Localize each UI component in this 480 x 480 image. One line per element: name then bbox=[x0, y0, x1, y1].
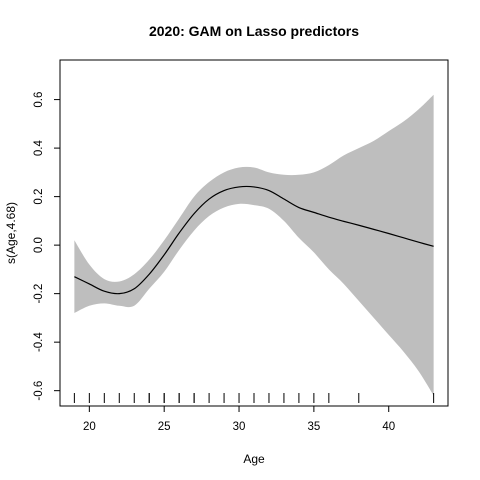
chart-title: 2020: GAM on Lasso predictors bbox=[149, 23, 359, 39]
y-tick-label: -0.2 bbox=[33, 284, 45, 304]
x-tick-label: 40 bbox=[382, 421, 395, 433]
y-tick-label: -0.6 bbox=[33, 381, 45, 401]
confidence-band-layer bbox=[74, 94, 434, 396]
confidence-band bbox=[74, 94, 434, 396]
y-tick-label: 0.6 bbox=[33, 92, 45, 108]
y-tick-label: 0.0 bbox=[33, 237, 45, 253]
x-tick-label: 20 bbox=[83, 421, 96, 433]
estimate-line-layer bbox=[74, 185, 434, 295]
y-tick-label: 0.4 bbox=[33, 140, 45, 157]
rug-layer bbox=[73, 393, 435, 403]
x-tick-label: 35 bbox=[307, 421, 320, 433]
y-tick-label: -0.4 bbox=[33, 332, 45, 352]
x-tick-label: 30 bbox=[233, 421, 246, 433]
x-axis: 20 25 30 35 40 bbox=[83, 405, 395, 433]
y-tick-label: 0.2 bbox=[33, 189, 45, 205]
estimate-line bbox=[74, 185, 434, 295]
y-axis-label: s(Age,4.68) bbox=[4, 202, 18, 264]
y-axis: -0.6 -0.4 -0.2 0.0 0.2 0.4 0.6 bbox=[33, 92, 61, 401]
x-tick-label: 25 bbox=[158, 421, 171, 433]
x-axis-label: Age bbox=[243, 452, 265, 466]
